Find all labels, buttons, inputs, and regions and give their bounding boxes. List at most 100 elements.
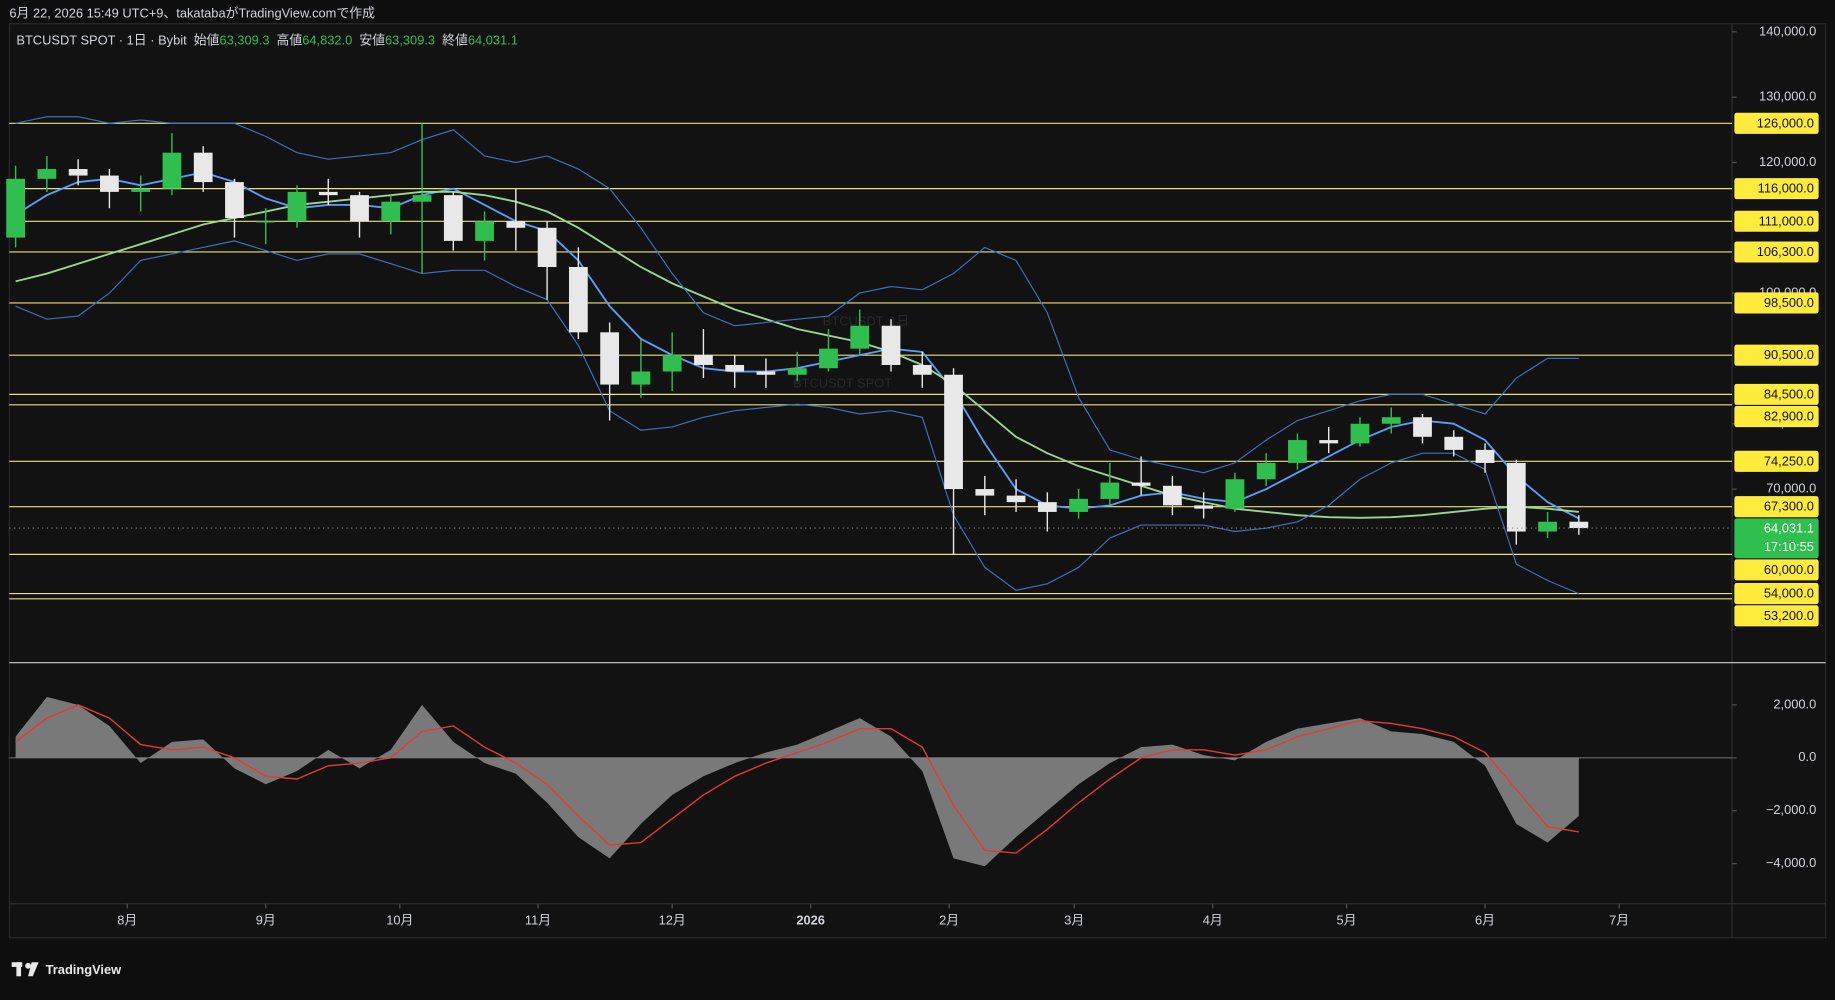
osc-y-tick-label: −4,000.0 <box>1766 855 1816 870</box>
level-label-box <box>1734 496 1819 518</box>
candle-body <box>1475 449 1495 463</box>
candle-body <box>662 355 682 372</box>
level-label-box <box>1734 450 1819 472</box>
candle-body <box>443 195 463 241</box>
last-price-label: 64,031.1 <box>1764 520 1814 535</box>
candle-body <box>912 364 932 375</box>
candle-body <box>100 175 119 192</box>
candle-body <box>631 371 651 385</box>
countdown: 17:10:55 <box>1764 539 1814 554</box>
watermark-sub: BTCUSDT SPOT <box>793 376 892 391</box>
level-label: 98,500.0 <box>1764 295 1814 310</box>
legend: BTCUSDT SPOT · 1日 · Bybit <box>16 33 187 48</box>
indicator-line <box>15 116 1579 474</box>
candle-body <box>318 191 338 196</box>
level-label-box <box>1734 383 1819 405</box>
oscillator-area <box>15 696 1579 867</box>
candle-body <box>1006 495 1026 503</box>
level-label-box <box>1734 178 1819 200</box>
candle-body <box>287 191 307 222</box>
candle-body <box>193 152 213 183</box>
y-tick-label: 70,000.0 <box>1766 480 1816 495</box>
level-label: 74,250.0 <box>1764 453 1814 468</box>
logo-part <box>25 962 32 969</box>
y-tick-label: 140,000.0 <box>1759 23 1816 38</box>
level-label-box <box>1734 241 1819 263</box>
x-tick-label: 3月 <box>1064 913 1084 928</box>
level-label: 67,300.0 <box>1764 499 1814 514</box>
level-label-box <box>1734 583 1819 605</box>
candle-body <box>1444 436 1464 450</box>
brand-name: TradingView <box>46 962 123 977</box>
level-label-box <box>1734 210 1819 232</box>
indicator-line <box>15 190 1579 519</box>
candle-body <box>506 221 526 228</box>
x-tick-label: 11月 <box>525 913 551 928</box>
logo-part <box>28 962 39 977</box>
candle-body <box>225 182 244 219</box>
legend-label: 安値 <box>359 33 385 48</box>
candle-body <box>568 266 588 333</box>
legend-value: 63,309.3 <box>219 33 269 48</box>
x-tick-label: 9月 <box>256 913 276 928</box>
candle-body <box>944 374 963 490</box>
brand: TradingView <box>11 962 123 977</box>
candle-body <box>881 325 901 365</box>
x-tick-label: 2月 <box>939 913 959 928</box>
level-label: 53,200.0 <box>1764 608 1814 623</box>
indicator-line <box>15 240 1580 595</box>
header-caption: 6月 22, 2026 15:49 UTC+9、takatabaがTrading… <box>9 6 375 21</box>
level-label-box <box>1734 292 1819 314</box>
last-price-box <box>1734 518 1819 559</box>
candle-body <box>1256 462 1276 480</box>
candle-body <box>537 227 557 267</box>
candle-body <box>162 152 182 189</box>
level-label: 90,500.0 <box>1764 347 1814 362</box>
candle-body <box>725 364 745 372</box>
level-label-box <box>1734 112 1819 134</box>
level-label: 116,000.0 <box>1758 181 1814 196</box>
candle-body <box>1037 502 1057 512</box>
candle-body <box>1413 417 1432 437</box>
candle-body <box>131 188 151 192</box>
candle-body <box>1194 505 1214 509</box>
candle-body <box>819 348 838 369</box>
x-tick-label: 2026 <box>796 913 825 928</box>
level-label: 111,000.0 <box>1759 213 1814 228</box>
candle-body <box>787 368 807 375</box>
y-tick-label: 130,000.0 <box>1759 89 1816 104</box>
logo-part <box>16 962 22 977</box>
x-tick-label: 5月 <box>1337 913 1357 928</box>
candle-body <box>694 355 713 365</box>
legend-symbol: BTCUSDT SPOT · 1日 · Bybit <box>16 33 187 48</box>
x-tick-label: 8月 <box>117 913 137 928</box>
osc-y-tick-label: 0.0 <box>1798 749 1816 764</box>
candle-body <box>256 221 276 223</box>
candle-body <box>1538 521 1557 532</box>
level-label-box <box>1734 605 1819 627</box>
candle-body <box>1319 440 1339 444</box>
candle-body <box>975 489 995 496</box>
level-label-box <box>1734 559 1819 581</box>
level-label-box <box>1734 344 1819 366</box>
legend-value: 64,031.1 <box>468 33 518 48</box>
x-tick-label: 6月 <box>1475 913 1495 928</box>
candle-body <box>1225 479 1245 509</box>
y-tick-label: 120,000.0 <box>1759 154 1816 169</box>
signal-line <box>15 704 1579 854</box>
level-label: 82,900.0 <box>1764 409 1814 424</box>
legend-label: 高値 <box>277 33 303 48</box>
osc-y-tick-label: 2,000.0 <box>1773 696 1816 711</box>
legend-value: 64,832.0 <box>302 33 352 48</box>
candle-body <box>1506 462 1526 532</box>
candle-body <box>1131 482 1151 486</box>
candle-body <box>1350 423 1370 444</box>
candle-body <box>850 325 870 349</box>
osc-y-tick-label: −2,000.0 <box>1766 802 1816 817</box>
candle-body <box>1100 482 1120 499</box>
x-tick-label: 4月 <box>1203 913 1223 928</box>
level-label: 60,000.0 <box>1764 562 1814 577</box>
level-label: 84,500.0 <box>1764 386 1814 401</box>
level-label-box <box>1734 406 1819 428</box>
